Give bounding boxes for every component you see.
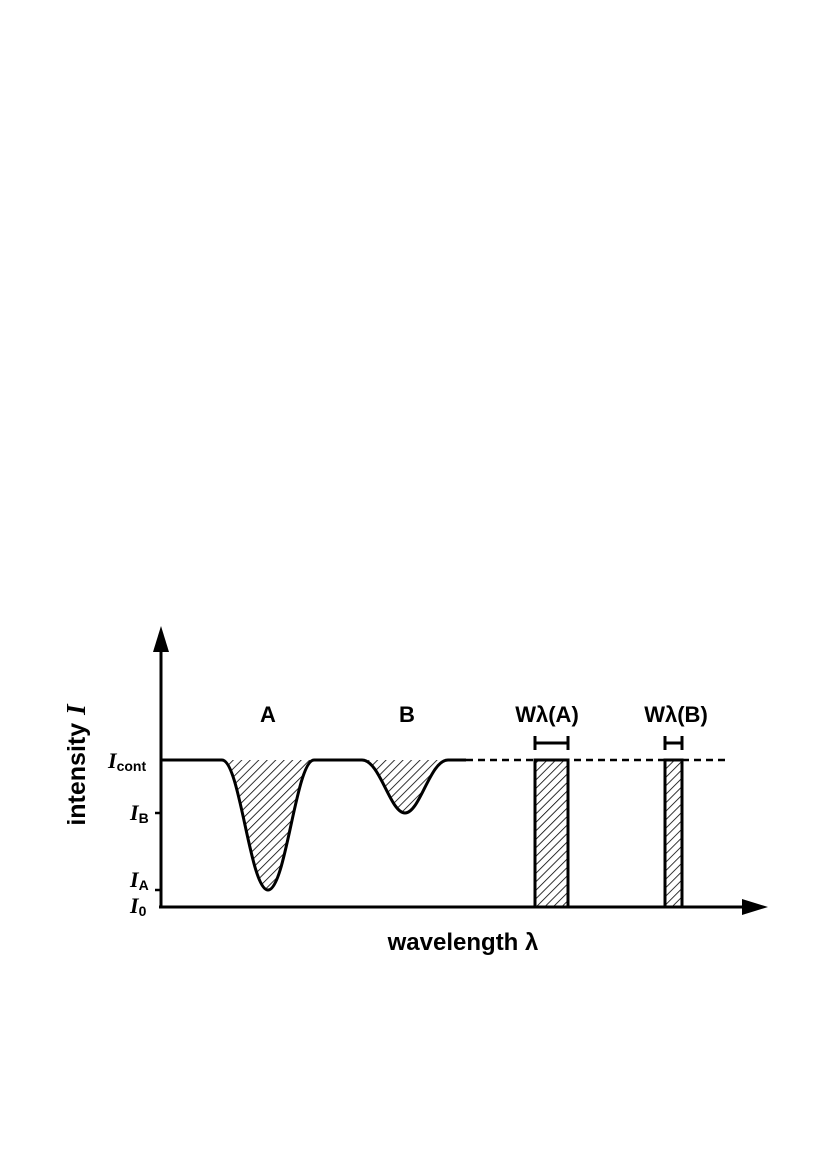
label-i-zero: I0 bbox=[129, 893, 147, 919]
equivalent-width-rect-a bbox=[533, 758, 570, 909]
absorption-line-a-area bbox=[222, 760, 314, 890]
spectrum-profile bbox=[161, 758, 466, 892]
label-i-b: IB bbox=[129, 800, 149, 826]
label-i-cont: Icont bbox=[107, 748, 146, 774]
width-bracket-b bbox=[663, 736, 684, 750]
y-axis-title: intensityI bbox=[61, 703, 91, 826]
absorption-line-b-area bbox=[362, 760, 448, 813]
width-bracket-a bbox=[533, 736, 570, 750]
x-axis-arrowhead bbox=[742, 899, 768, 915]
y-axis-arrowhead bbox=[153, 626, 169, 652]
equivalent-width-rect-b bbox=[663, 758, 684, 909]
ew-label-a: Wλ(A) bbox=[515, 702, 579, 727]
label-i-a: IA bbox=[129, 867, 149, 893]
x-axis-title: wavelength λ bbox=[387, 929, 539, 956]
line-label-a: A bbox=[260, 702, 276, 727]
ew-label-b: Wλ(B) bbox=[644, 702, 708, 727]
line-label-b: B bbox=[399, 702, 415, 727]
